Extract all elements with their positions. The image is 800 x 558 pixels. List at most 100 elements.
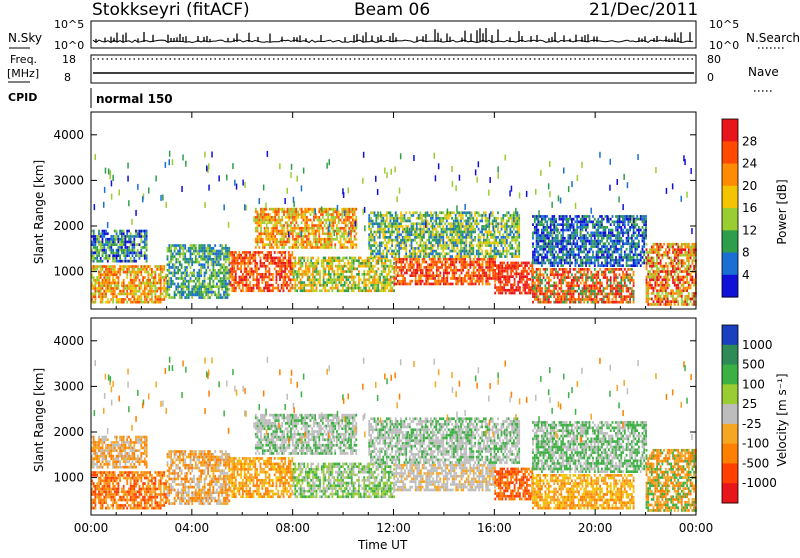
power-cell xyxy=(512,275,514,278)
power-cell xyxy=(301,208,303,211)
power-cell xyxy=(168,266,170,269)
power-cell xyxy=(218,285,220,288)
power-cell xyxy=(114,243,116,246)
power-cell xyxy=(603,276,605,279)
power-cell xyxy=(587,273,589,276)
power-cell xyxy=(553,287,555,290)
power-cell xyxy=(500,275,502,278)
power-cell xyxy=(218,255,220,258)
power-cell xyxy=(328,259,330,262)
power-cell xyxy=(98,252,100,255)
power-cell xyxy=(305,284,307,287)
power-cell xyxy=(603,287,605,290)
power-cell xyxy=(278,241,280,244)
power-cell xyxy=(424,274,426,277)
power-cell xyxy=(339,257,341,260)
power-cell xyxy=(448,244,450,247)
power-cell xyxy=(328,262,330,265)
power-cell xyxy=(384,289,386,292)
power-cell xyxy=(502,242,504,245)
power-cell xyxy=(400,242,402,245)
power-cell xyxy=(468,269,470,272)
power-cell xyxy=(149,284,151,287)
power-cell xyxy=(331,232,333,235)
power-cell xyxy=(345,224,347,227)
power-cell xyxy=(462,255,464,258)
power-cell xyxy=(327,219,329,222)
power-cell xyxy=(100,287,102,290)
power-cell xyxy=(567,298,569,301)
power-cell xyxy=(354,268,356,271)
power-cell xyxy=(301,246,303,249)
power-cell xyxy=(453,239,455,242)
power-cell xyxy=(133,246,135,249)
power-cell xyxy=(303,270,305,273)
power-cell xyxy=(257,219,259,222)
power-cell xyxy=(130,252,132,255)
power-cell xyxy=(439,255,441,258)
power-cell xyxy=(434,211,436,214)
power-cell xyxy=(596,293,598,296)
power-cell xyxy=(439,274,441,277)
power-cell xyxy=(453,211,455,214)
power-cell xyxy=(301,213,303,216)
power-cell xyxy=(156,290,158,293)
power-cell xyxy=(263,254,265,257)
power-cell xyxy=(168,261,170,264)
power-cell xyxy=(391,222,393,225)
power-cell xyxy=(202,247,204,250)
power-cell xyxy=(485,263,487,266)
power-cell xyxy=(487,250,489,253)
power-cell xyxy=(452,272,454,275)
power-cell xyxy=(351,273,353,276)
power-cell xyxy=(264,211,266,214)
power-cell xyxy=(310,273,312,276)
power-cell xyxy=(617,301,619,304)
power-cell xyxy=(505,278,507,281)
power-cell xyxy=(532,287,534,290)
power-cell xyxy=(273,241,275,244)
power-cell xyxy=(355,243,357,246)
power-cell xyxy=(262,219,264,222)
power-cell xyxy=(294,208,296,211)
power-cell xyxy=(369,262,371,265)
power-cell xyxy=(130,260,132,263)
power-cell xyxy=(612,293,614,296)
power-cell xyxy=(399,283,401,286)
power-cell xyxy=(363,259,365,262)
power-cell xyxy=(174,266,176,269)
power-cell xyxy=(400,233,402,236)
power-cell xyxy=(283,230,285,233)
power-cell xyxy=(381,225,383,228)
power-cell xyxy=(116,254,118,257)
power-cell xyxy=(264,230,266,233)
power-cell xyxy=(450,231,452,234)
power-cell xyxy=(167,269,169,272)
power-cell xyxy=(445,258,447,261)
power-cell xyxy=(526,273,528,276)
power-cell xyxy=(110,238,112,241)
power-cell xyxy=(133,252,135,255)
power-cell xyxy=(307,276,309,279)
power-cell xyxy=(184,255,186,258)
power-cell xyxy=(508,250,510,253)
power-cell xyxy=(276,265,278,268)
power-cell xyxy=(269,219,271,222)
power-cell xyxy=(281,224,283,227)
power-cell xyxy=(401,263,403,266)
power-cell xyxy=(597,293,599,296)
power-cell xyxy=(209,277,211,280)
power-cell xyxy=(517,222,519,225)
power-cell xyxy=(552,293,554,296)
power-cell xyxy=(323,262,325,265)
power-cell xyxy=(499,242,501,245)
power-cell xyxy=(193,272,195,275)
power-cell xyxy=(393,217,395,220)
power-cell xyxy=(310,208,312,211)
power-cell xyxy=(140,298,142,301)
power-cell xyxy=(518,222,520,225)
power-cell xyxy=(427,280,429,283)
power-cell xyxy=(585,284,587,287)
power-cell xyxy=(546,298,548,301)
power-cell xyxy=(110,246,112,249)
